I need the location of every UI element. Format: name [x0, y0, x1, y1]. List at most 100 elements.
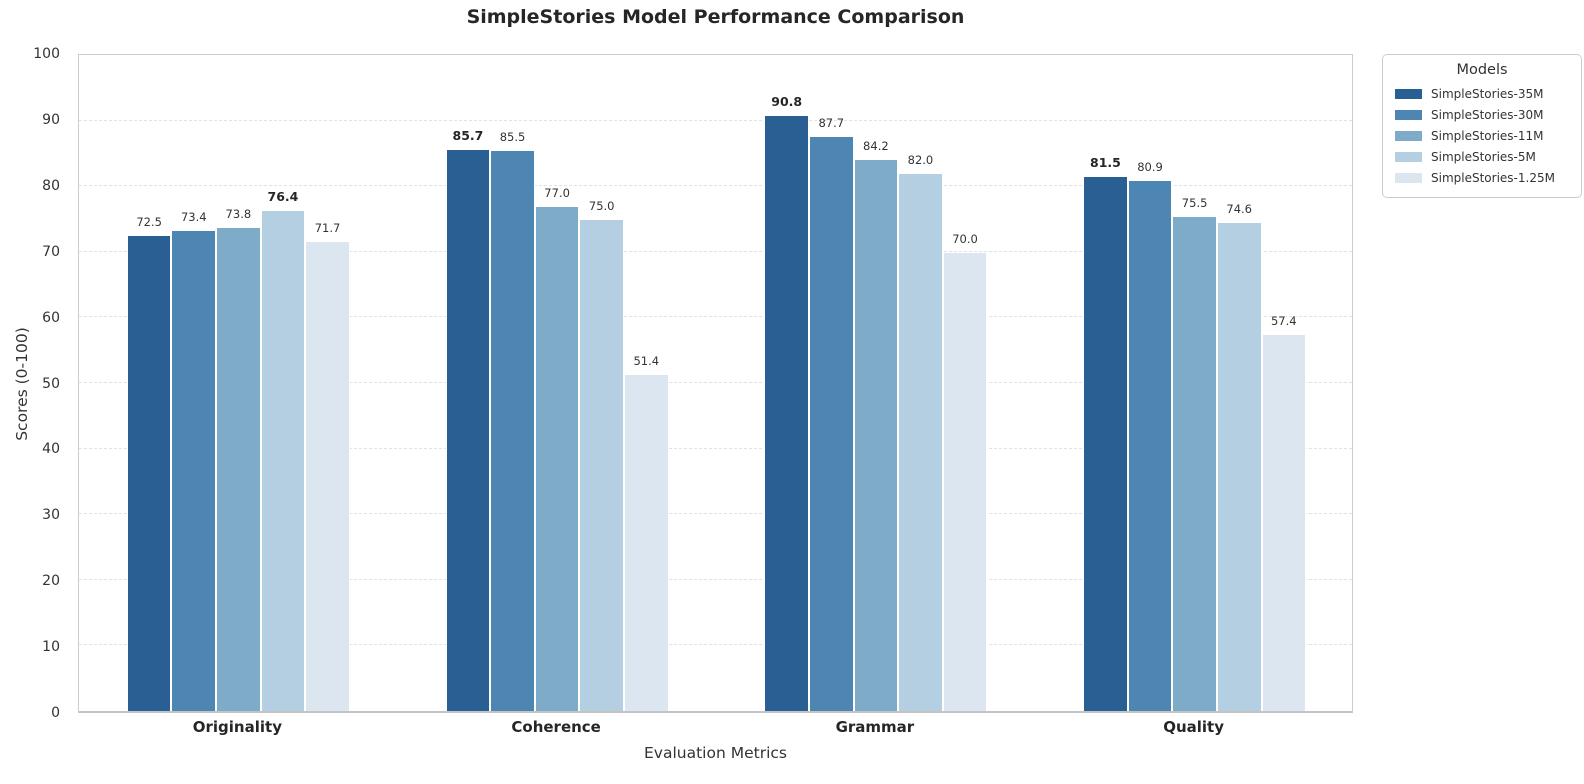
y-tick-label: 30: [42, 507, 60, 524]
bar-slot: 77.0: [534, 55, 580, 711]
bar: [942, 251, 988, 711]
legend-swatch: [1395, 151, 1422, 162]
bar: [260, 209, 306, 711]
bar-value-label: 51.4: [633, 353, 660, 368]
y-tick-label: 40: [42, 441, 60, 458]
bar-slot: 73.4: [171, 55, 217, 711]
bar-slot: 70.0: [942, 55, 988, 711]
bar-slot: 85.7: [445, 55, 491, 711]
bar-slot: 80.9: [1127, 55, 1173, 711]
legend-entry: SimpleStories-35M: [1392, 83, 1572, 104]
x-axis-label: Evaluation Metrics: [644, 744, 787, 762]
bar-slot: 75.5: [1172, 55, 1217, 711]
bar: [1127, 180, 1173, 711]
legend-entry-label: SimpleStories-30M: [1431, 107, 1544, 122]
bar-slot: 51.4: [624, 55, 669, 711]
legend: Models SimpleStories-35M SimpleStories-30…: [1382, 54, 1582, 198]
bar: [579, 219, 624, 711]
bar-slot: 76.4: [260, 55, 306, 711]
bar: [1216, 221, 1262, 711]
bar-value-label: 85.5: [499, 130, 526, 145]
bar-value-label: 57.4: [1270, 314, 1297, 329]
legend-entry-label: SimpleStories-35M: [1431, 86, 1544, 101]
bar-slot: 85.5: [490, 55, 535, 711]
bar-slot: 74.6: [1216, 55, 1262, 711]
legend-entry: SimpleStories-11M: [1392, 125, 1572, 146]
legend-swatch: [1395, 172, 1422, 183]
bar: [490, 150, 535, 711]
plot-area: 72.5 73.4 73.8 76.4 71.7 85.7 85.5 77.0 75.0 51.4…: [78, 54, 1353, 713]
legend-entry: SimpleStories-5M: [1392, 146, 1572, 167]
bar-value-label: 74.6: [1226, 201, 1253, 216]
y-tick-label: 10: [42, 639, 60, 656]
gridline: [79, 382, 1352, 383]
bar-group: 85.7 85.5 77.0 75.0 51.4: [445, 55, 669, 711]
legend-entry-label: SimpleStories-11M: [1431, 128, 1544, 143]
y-tick-label: 70: [42, 243, 60, 260]
bar-value-label: 70.0: [952, 231, 978, 246]
legend-entry-label: SimpleStories-5M: [1431, 149, 1536, 164]
bar-slot: 82.0: [898, 55, 943, 711]
bar-value-label: 73.4: [180, 209, 207, 224]
bar-value-label: 72.5: [136, 215, 162, 230]
bar-slot: 73.8: [216, 55, 261, 711]
gridline: [79, 578, 1352, 580]
legend-entry: SimpleStories-1.25M: [1392, 167, 1572, 188]
bar-value-label: 84.2: [863, 138, 889, 153]
y-tick-label: 0: [51, 705, 60, 721]
y-tick-label: 50: [42, 375, 60, 392]
gridline: [79, 447, 1352, 449]
bar-value-label: 75.0: [588, 199, 615, 213]
bar-slot: 57.4: [1261, 55, 1307, 711]
legend-entries: SimpleStories-35M SimpleStories-30M Simple…: [1392, 83, 1572, 188]
legend-swatch: [1395, 88, 1422, 99]
x-tick-label: Coherence: [511, 718, 601, 736]
bar: [305, 240, 350, 711]
bar: [624, 373, 669, 711]
gridline: [79, 119, 1352, 121]
y-tick-label: 80: [42, 177, 60, 194]
bar: [1261, 334, 1307, 711]
x-tick-label: Originality: [192, 718, 282, 736]
bar-value-label: 76.4: [267, 188, 299, 204]
x-tick-label: Quality: [1163, 718, 1225, 736]
bar-slot: 72.5: [126, 55, 172, 711]
bar: [898, 173, 943, 711]
bar: [853, 158, 899, 711]
bar: [216, 226, 261, 711]
y-tick-label: 90: [42, 111, 60, 128]
bar-value-label: 80.9: [1137, 160, 1163, 175]
y-tick-label: 20: [42, 573, 60, 590]
legend-swatch: [1395, 130, 1422, 141]
gridline: [79, 185, 1352, 187]
legend-entry: SimpleStories-30M: [1392, 104, 1572, 125]
bar: [1083, 176, 1128, 711]
bar-value-label: 81.5: [1090, 155, 1121, 171]
y-tick-label: 100: [33, 46, 60, 62]
bar-value-label: 71.7: [314, 220, 341, 235]
bar-slot: 87.7: [808, 55, 854, 711]
bar-value-label: 75.5: [1181, 195, 1208, 210]
bar: [1172, 215, 1217, 711]
bar-value-label: 90.8: [771, 94, 803, 110]
bar-group: 81.5 80.9 75.5 74.6 57.4: [1083, 55, 1307, 711]
y-tick-label: 60: [42, 309, 60, 326]
bar: [126, 235, 172, 711]
bar-value-label: 87.7: [818, 115, 845, 130]
gridline: [79, 513, 1352, 515]
y-axis-ticks: 0 10 20 30 40 50 60 70 80 90 100: [0, 46, 70, 721]
bar-value-label: 73.8: [225, 206, 252, 221]
bar-group: 72.5 73.4 73.8 76.4 71.7: [126, 55, 350, 711]
bar-slot: 81.5: [1083, 55, 1128, 711]
bar: [764, 115, 809, 711]
bar: [808, 135, 854, 711]
bar-group: 90.8 87.7 84.2 82.0 70.0: [764, 55, 988, 711]
legend-entry-label: SimpleStories-1.25M: [1431, 170, 1555, 185]
chart-title: SimpleStories Model Performance Comparis…: [466, 6, 965, 28]
x-tick-label: Grammar: [835, 718, 915, 736]
gridline: [79, 644, 1352, 646]
bar: [534, 205, 580, 711]
bar: [445, 148, 491, 711]
bar-value-label: 85.7: [452, 127, 484, 143]
